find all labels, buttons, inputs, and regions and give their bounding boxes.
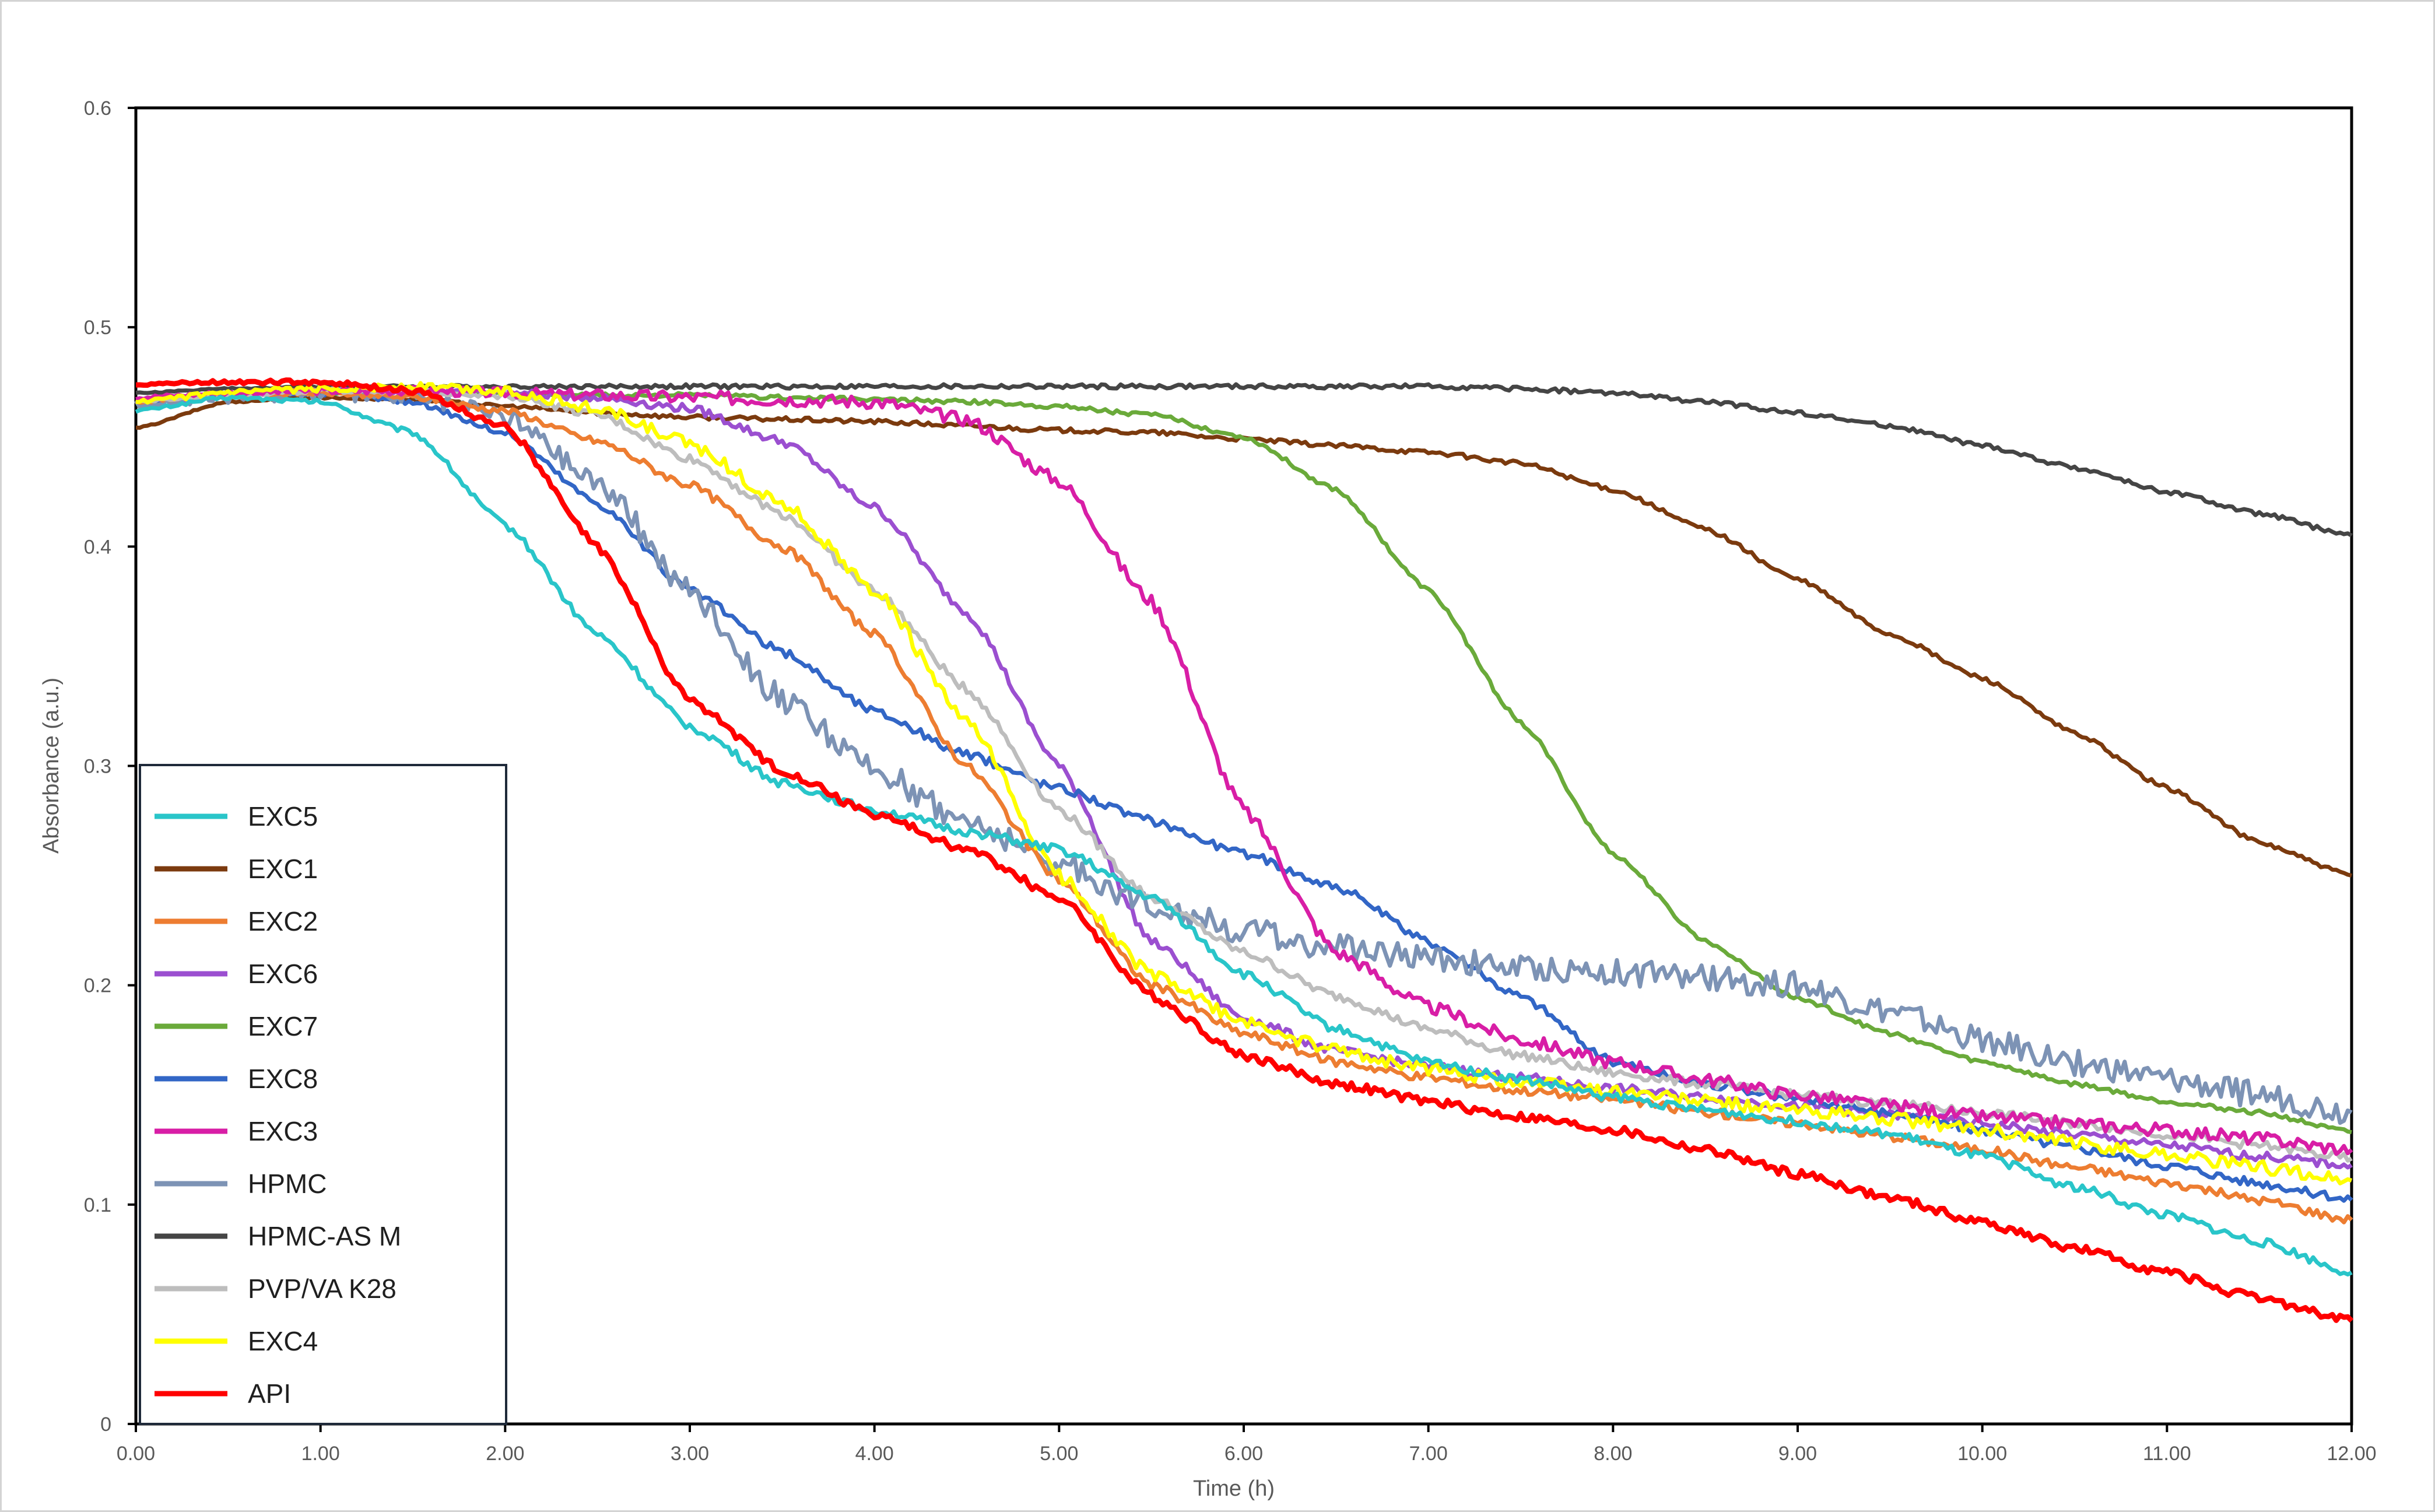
x-tick-label: 5.00 xyxy=(1040,1443,1078,1465)
y-tick-label: 0.6 xyxy=(84,97,111,120)
y-tick-label: 0 xyxy=(100,1413,111,1436)
y-tick-label: 0.1 xyxy=(84,1194,111,1216)
y-tick-label: 0.3 xyxy=(84,756,111,778)
series-line-exc5 xyxy=(135,394,2353,1277)
legend-label: EXC3 xyxy=(248,1116,318,1146)
legend-label: EXC7 xyxy=(248,1011,318,1041)
y-axis-title: Absorbance (a.u.) xyxy=(39,678,64,854)
series-line-exc3 xyxy=(135,385,2353,1156)
x-tick-label: 8.00 xyxy=(1594,1443,1632,1465)
series-line-api xyxy=(135,377,2354,1323)
x-tick-label: 9.00 xyxy=(1778,1443,1817,1465)
x-tick-label: 12.00 xyxy=(2327,1443,2376,1465)
y-tick-label: 0.5 xyxy=(84,317,111,339)
x-tick-label: 2.00 xyxy=(486,1443,524,1465)
axes-layer: 0.00 1.00 2.00 3.00 4.00 5.00 6.00 7.00 8.00 9.00… xyxy=(84,97,2377,1465)
legend-label: HPMC-AS M xyxy=(248,1221,401,1251)
series-line-exc4 xyxy=(135,381,2353,1185)
x-tick-label: 11.00 xyxy=(2143,1443,2191,1465)
legend-label: HPMC xyxy=(248,1169,327,1199)
x-tick-label: 4.00 xyxy=(855,1443,894,1465)
legend-label: EXC4 xyxy=(248,1326,318,1356)
series-layer xyxy=(134,377,2354,1323)
y-tick-label: 0.2 xyxy=(84,975,111,997)
legend-label: PVP/VA K28 xyxy=(248,1274,397,1304)
x-tick-label: 6.00 xyxy=(1224,1443,1263,1465)
legend-label: EXC8 xyxy=(248,1064,318,1094)
legend: EXC5 EXC1 EXC2 EXC6 EXC7 EXC8 EXC3 HPMC HPMC-AS … xyxy=(139,764,507,1425)
legend-label: EXC1 xyxy=(248,854,318,884)
legend-label: API xyxy=(248,1378,291,1409)
x-tick-label: 7.00 xyxy=(1409,1443,1448,1465)
x-tick-label: 3.00 xyxy=(671,1443,709,1465)
legend-box xyxy=(139,764,507,1425)
x-axis-title: Time (h) xyxy=(1193,1476,1275,1501)
legend-label: EXC2 xyxy=(248,906,318,936)
x-tick-label: 10.00 xyxy=(1957,1443,2007,1465)
y-tick-label: 0.4 xyxy=(84,536,111,558)
x-tick-label: 0.00 xyxy=(117,1443,155,1465)
x-tick-label: 1.00 xyxy=(301,1443,340,1465)
legend-label: EXC5 xyxy=(248,801,318,832)
legend-label: EXC6 xyxy=(248,959,318,989)
